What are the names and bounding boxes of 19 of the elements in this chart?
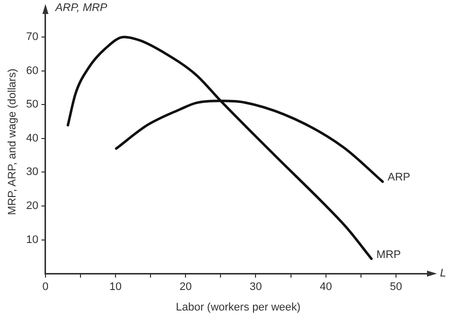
text: L: [440, 268, 446, 280]
x-tick-label: 40: [320, 281, 332, 294]
x-axis-title: Labor (workers per week): [176, 301, 301, 314]
y-tick-label: 30: [26, 166, 38, 178]
y-tick-label: 70: [26, 31, 38, 44]
y-tick-label: 10: [26, 234, 38, 246]
x-tick-label: 0: [42, 281, 48, 294]
series-label: MRP: [376, 248, 401, 261]
x-tick-label: 20: [180, 281, 192, 294]
y-axis-title: MRP, ARP, and wage (dollars): [6, 68, 19, 215]
y-tick-label: 60: [26, 64, 38, 77]
annotation: ARP, MRP: [54, 2, 108, 14]
y-tick-label: 50: [26, 98, 38, 111]
y-tick-label: 20: [26, 200, 38, 212]
series-label: ARP: [388, 172, 410, 184]
y-tick-label: 40: [26, 132, 38, 144]
x-tick-label: 10: [109, 281, 122, 294]
x-tick-label: 50: [390, 281, 402, 294]
x-tick-label: 30: [250, 281, 262, 294]
